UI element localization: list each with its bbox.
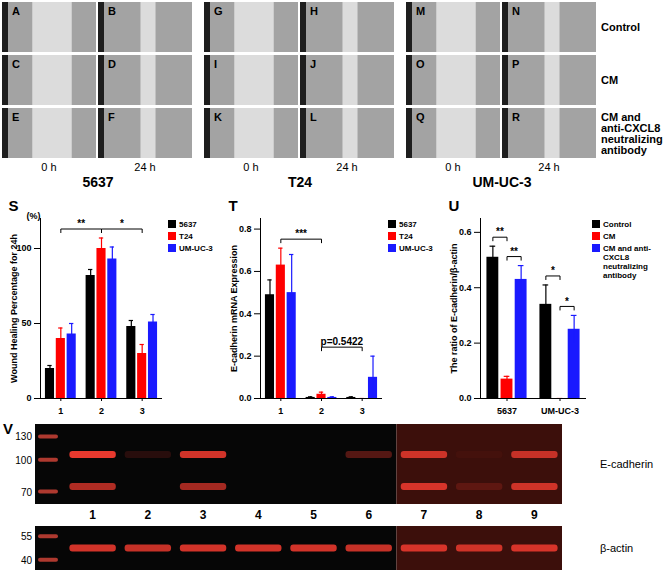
svg-text:S: S [9, 197, 19, 214]
svg-text:24 h: 24 h [134, 161, 155, 173]
svg-text:UM-UC-3: UM-UC-3 [541, 406, 579, 416]
svg-text:100: 100 [16, 243, 32, 254]
svg-text:0.0: 0.0 [459, 393, 472, 403]
svg-text:24 h: 24 h [538, 161, 559, 173]
svg-text:7: 7 [421, 508, 428, 522]
svg-text:L: L [310, 111, 317, 123]
html-text:CM and anti-CXCL8 neutralizing: CM and anti-CXCL8 neutralizing antibody [603, 244, 651, 280]
svg-text:*: * [551, 265, 555, 276]
svg-text:100: 100 [15, 455, 32, 466]
svg-text:*: * [120, 218, 124, 229]
html-text:CM: CM [603, 232, 616, 241]
svg-text:2: 2 [99, 406, 104, 416]
html-text:Control: Control [603, 220, 632, 229]
svg-text:5637: 5637 [497, 406, 517, 416]
svg-text:8: 8 [476, 508, 483, 522]
svg-text:E: E [12, 111, 19, 123]
svg-text:0.6: 0.6 [459, 227, 472, 237]
svg-text:UM-UC-3: UM-UC-3 [472, 174, 531, 190]
svg-text:D: D [108, 58, 116, 70]
svg-text:G: G [214, 5, 223, 17]
svg-text:2: 2 [144, 508, 151, 522]
svg-text:CM: CM [601, 74, 618, 86]
svg-text:40: 40 [21, 555, 33, 566]
svg-text:E-cadherin: E-cadherin [600, 458, 653, 470]
svg-text:(%): (%) [27, 211, 41, 221]
svg-text:0.4: 0.4 [459, 283, 472, 293]
svg-text:0.6: 0.6 [239, 266, 252, 276]
svg-text:3: 3 [360, 406, 365, 416]
svg-text:9: 9 [531, 508, 538, 522]
svg-text:0: 0 [26, 393, 31, 403]
svg-text:**: ** [510, 246, 518, 257]
svg-text:6: 6 [365, 508, 372, 522]
svg-text:M: M [416, 5, 425, 17]
svg-text:3: 3 [200, 508, 207, 522]
svg-text:B: B [108, 5, 116, 17]
svg-text:0 h: 0 h [243, 161, 258, 173]
svg-text:130: 130 [15, 431, 32, 442]
html-text:UM-UC-3: UM-UC-3 [179, 244, 213, 253]
svg-text:1: 1 [278, 406, 283, 416]
svg-text:N: N [512, 5, 520, 17]
svg-text:5: 5 [310, 508, 317, 522]
svg-text:The ratio of E-cadherin/β-acti: The ratio of E-cadherin/β-actin [449, 243, 459, 373]
svg-text:55: 55 [21, 531, 33, 542]
svg-text:70: 70 [21, 487, 33, 498]
svg-text:O: O [416, 58, 425, 70]
svg-text:H: H [310, 5, 318, 17]
svg-text:K: K [214, 111, 222, 123]
svg-text:T: T [229, 197, 238, 214]
html-text:UM-UC-3: UM-UC-3 [399, 244, 433, 253]
svg-text:*: * [565, 296, 569, 307]
svg-text:Control: Control [601, 21, 640, 33]
svg-text:J: J [310, 58, 316, 70]
svg-text:0.2: 0.2 [239, 351, 252, 361]
svg-text:U: U [449, 197, 460, 214]
svg-text:Wound Healing Percentage for 2: Wound Healing Percentage for 24h [9, 234, 19, 383]
svg-text:0.2: 0.2 [459, 338, 472, 348]
svg-text:0.0: 0.0 [239, 393, 252, 403]
svg-text:1: 1 [58, 406, 63, 416]
svg-text:P: P [512, 58, 519, 70]
svg-text:**: ** [496, 226, 504, 237]
svg-text:T24: T24 [288, 174, 312, 190]
svg-text:β-actin: β-actin [600, 542, 633, 554]
svg-text:CM andanti-CXCL8neutralizingan: CM andanti-CXCL8neutralizingantibody [601, 111, 663, 156]
svg-text:***: *** [295, 228, 307, 239]
svg-text:F: F [108, 111, 115, 123]
svg-text:50: 50 [21, 318, 31, 328]
svg-text:5637: 5637 [82, 174, 113, 190]
svg-text:V: V [3, 420, 13, 437]
svg-text:0.4: 0.4 [239, 309, 252, 319]
svg-text:p=0.5422: p=0.5422 [321, 336, 364, 347]
svg-text:**: ** [77, 218, 85, 229]
svg-text:Q: Q [416, 111, 425, 123]
svg-text:1: 1 [89, 508, 96, 522]
html-text:T24: T24 [399, 232, 413, 241]
svg-text:0 h: 0 h [41, 161, 56, 173]
svg-text:24 h: 24 h [336, 161, 357, 173]
html-text:5637: 5637 [179, 220, 197, 229]
svg-text:R: R [512, 111, 520, 123]
svg-text:0 h: 0 h [445, 161, 460, 173]
svg-text:0.8: 0.8 [239, 224, 252, 234]
svg-text:4: 4 [255, 508, 262, 522]
svg-text:A: A [12, 5, 20, 17]
svg-text:3: 3 [140, 406, 145, 416]
svg-text:I: I [214, 58, 217, 70]
html-text:5637: 5637 [399, 220, 417, 229]
svg-text:E-cadherin mRNA Expression: E-cadherin mRNA Expression [229, 245, 239, 372]
svg-text:C: C [12, 58, 20, 70]
html-text:T24: T24 [179, 232, 193, 241]
svg-text:2: 2 [319, 406, 324, 416]
